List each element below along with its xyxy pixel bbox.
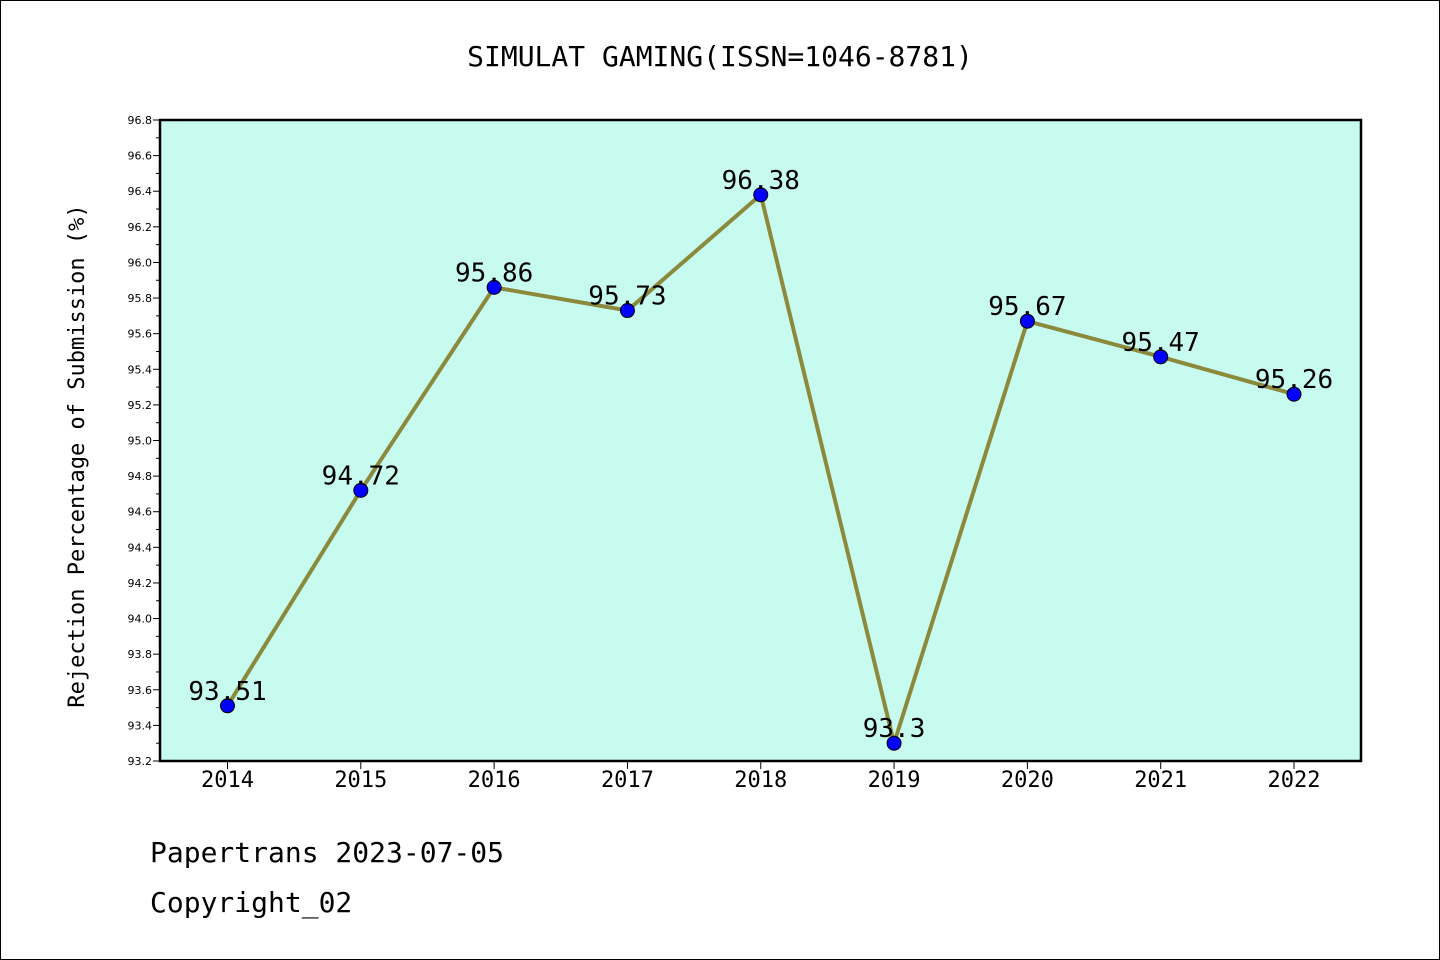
y-axis-ticks: 93.2 93.4 93.6 93.8 94.0 94.2 94.4 94.6 94.8 95.0…	[128, 114, 160, 768]
x-tick-label: 2021	[1134, 768, 1187, 793]
y-axis-label: Rejection Percentage of Submission (%)	[65, 204, 90, 707]
x-tick-label: 2020	[1001, 768, 1054, 793]
data-point	[619, 303, 635, 319]
x-tick-label: 2016	[468, 768, 521, 793]
data-point	[1153, 349, 1169, 365]
data-labels: 93.51 94.72 95.86 95.73 96.38 93.3 95.67 95.47 9…	[188, 166, 1333, 744]
y-tick-label: 94.8	[128, 470, 153, 483]
footer-source: Papertrans 2023-07-05	[150, 836, 505, 869]
x-tick-label: 2015	[334, 768, 387, 793]
y-tick-label: 93.8	[128, 648, 153, 661]
data-label: 93.51	[188, 677, 266, 707]
y-tick-label: 93.6	[128, 684, 153, 697]
data-label: 95.47	[1122, 328, 1200, 358]
x-tick-label: 2017	[601, 768, 654, 793]
data-point	[1019, 313, 1035, 329]
y-tick-label: 95.6	[128, 328, 153, 341]
y-tick-label: 95.4	[128, 363, 153, 376]
data-label: 95.26	[1255, 365, 1333, 395]
y-tick-label: 94.0	[128, 613, 153, 626]
y-tick-label: 94.6	[128, 506, 153, 519]
y-tick-label: 95.2	[128, 399, 153, 412]
data-point	[353, 482, 369, 498]
data-point	[1286, 386, 1302, 402]
data-label: 95.67	[988, 292, 1066, 322]
y-tick-label: 96.0	[128, 256, 153, 269]
y-tick-label: 94.2	[128, 577, 153, 590]
y-tick-label: 93.2	[128, 755, 153, 768]
x-tick-label: 2019	[868, 768, 921, 793]
footer-copyright: Copyright_02	[150, 886, 353, 919]
data-point	[886, 735, 902, 751]
x-tick-label: 2018	[734, 768, 787, 793]
y-tick-label: 93.4	[128, 719, 153, 732]
plot-area	[158, 118, 1363, 763]
y-tick-label: 96.2	[128, 221, 153, 234]
data-label: 94.72	[322, 461, 400, 491]
data-point	[753, 187, 769, 203]
y-tick-label: 96.4	[128, 185, 153, 198]
data-point	[486, 279, 502, 295]
y-tick-label: 95.0	[128, 435, 153, 448]
chart-title: SIMULAT GAMING(ISSN=1046-8781)	[467, 40, 973, 73]
y-tick-label: 96.8	[128, 114, 153, 127]
data-point	[220, 698, 235, 714]
y-tick-label: 94.4	[128, 541, 153, 554]
y-tick-label: 95.8	[128, 292, 153, 305]
y-tick-label: 96.6	[128, 150, 153, 163]
data-points	[220, 187, 1302, 751]
data-label: 93.3	[863, 714, 926, 744]
x-axis-ticks: 2014 2015 2016 2017 2018 2019 2020 2021 2022	[201, 761, 1320, 793]
data-label: 95.86	[455, 258, 533, 288]
x-tick-label: 2014	[201, 768, 254, 793]
data-label: 95.73	[588, 282, 666, 312]
x-tick-label: 2022	[1268, 768, 1321, 793]
data-label: 96.38	[722, 166, 800, 196]
